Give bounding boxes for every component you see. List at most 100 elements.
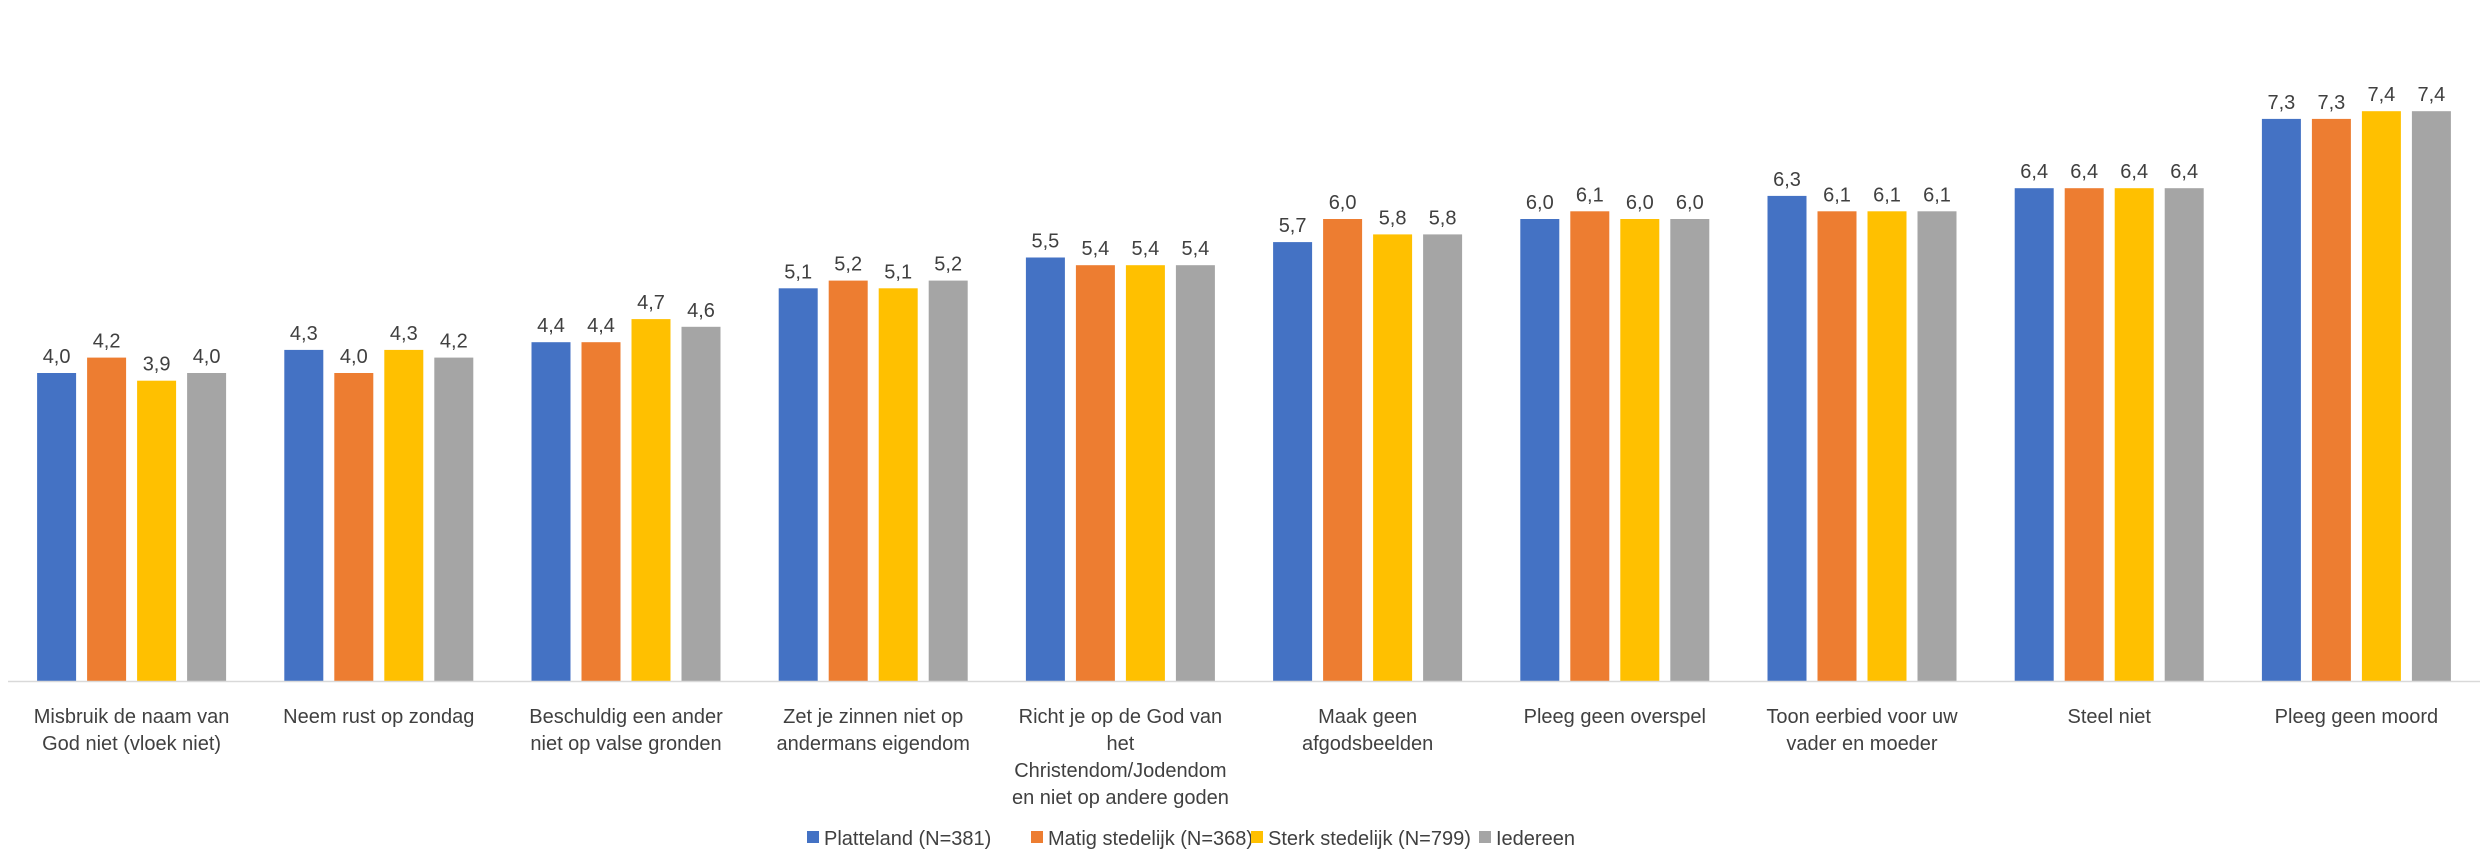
value-label-10-series-1: 7,3 bbox=[2267, 92, 2295, 114]
value-label-9-series-3: 6,4 bbox=[2120, 161, 2148, 183]
bar-6-series-2 bbox=[1323, 219, 1363, 681]
value-label-10-series-2: 7,3 bbox=[2317, 92, 2345, 114]
category-label-line: Pleeg geen overspel bbox=[1524, 706, 1706, 728]
bar-8-series-2 bbox=[1817, 211, 1857, 682]
bar-7-series-3 bbox=[1620, 219, 1660, 681]
bar-1-series-2 bbox=[87, 357, 127, 681]
category-label-line: Richt je op de God van bbox=[1019, 706, 1222, 728]
category-label-4: Zet je zinnen niet op andermans eigendom bbox=[776, 706, 969, 755]
legend: Platteland (N=381) Matig stedelijk (N=368… bbox=[807, 828, 1575, 850]
legend-item-3: Sterk stedelijk (N=799) bbox=[1251, 828, 1471, 850]
category-label-line: niet op valse gronden bbox=[530, 733, 721, 755]
bar-5-series-1 bbox=[1025, 257, 1065, 681]
bar-8-series-3 bbox=[1867, 211, 1907, 682]
category-label-7: Pleeg geen overspel bbox=[1524, 706, 1706, 728]
bar-7-series-2 bbox=[1570, 211, 1610, 682]
value-label-2-series-2: 4,0 bbox=[340, 346, 368, 368]
bar-1-series-3 bbox=[137, 380, 177, 681]
category-label-6: Maak geen afgodsbeelden bbox=[1302, 706, 1433, 755]
bar-7-series-4 bbox=[1670, 219, 1710, 681]
value-label-6-series-3: 5,8 bbox=[1379, 207, 1407, 229]
category-label-line: Christendom/Jodendom bbox=[1014, 760, 1226, 782]
category-label-line: God niet (vloek niet) bbox=[42, 733, 221, 755]
bar-6-series-1 bbox=[1273, 242, 1313, 681]
bar-5-series-2 bbox=[1075, 265, 1115, 681]
bars-group bbox=[37, 111, 2451, 682]
value-label-9-series-2: 6,4 bbox=[2070, 161, 2098, 183]
bar-6-series-3 bbox=[1373, 234, 1413, 681]
value-label-5-series-2: 5,4 bbox=[1081, 238, 1109, 260]
value-label-8-series-1: 6,3 bbox=[1773, 169, 1801, 191]
value-label-2-series-4: 4,2 bbox=[440, 331, 468, 353]
value-label-4-series-2: 5,2 bbox=[834, 254, 862, 276]
bar-3-series-4 bbox=[681, 326, 721, 681]
bar-4-series-4 bbox=[928, 280, 968, 681]
bar-5-series-3 bbox=[1125, 265, 1165, 681]
bar-4-series-1 bbox=[778, 288, 818, 681]
bar-9-series-3 bbox=[2114, 188, 2154, 681]
category-label-line: Beschuldig een ander bbox=[529, 706, 723, 728]
value-label-6-series-1: 5,7 bbox=[1279, 215, 1307, 237]
value-label-3-series-4: 4,6 bbox=[687, 300, 715, 322]
bar-1-series-1 bbox=[37, 373, 77, 681]
value-label-2-series-1: 4,3 bbox=[290, 323, 318, 345]
value-label-7-series-2: 6,1 bbox=[1576, 184, 1604, 206]
legend-label: Iedereen bbox=[1496, 828, 1575, 850]
category-label-line: Misbruik de naam van bbox=[34, 706, 230, 728]
value-label-4-series-3: 5,1 bbox=[884, 261, 912, 283]
value-label-6-series-4: 5,8 bbox=[1429, 207, 1457, 229]
bar-2-series-3 bbox=[384, 349, 424, 681]
value-label-5-series-1: 5,5 bbox=[1031, 231, 1059, 253]
legend-swatch bbox=[1251, 831, 1263, 843]
bar-6-series-4 bbox=[1423, 234, 1463, 681]
category-labels-group: Misbruik de naam van God niet (vloek niet… bbox=[34, 706, 2438, 809]
value-label-1-series-2: 4,2 bbox=[93, 331, 121, 353]
bar-10-series-4 bbox=[2411, 111, 2451, 681]
bar-9-series-1 bbox=[2014, 188, 2054, 681]
bar-8-series-4 bbox=[1917, 211, 1957, 682]
category-label-3: Beschuldig een ander niet op valse gronde… bbox=[529, 706, 723, 755]
value-label-9-series-1: 6,4 bbox=[2020, 161, 2048, 183]
value-labels-group: 4,0 4,2 3,9 4,0 4,3 4,0 4,3 4,2 4,4 4,4 4,7 4,6 5,1 5… bbox=[43, 84, 2446, 376]
category-label-line: het bbox=[1106, 733, 1134, 755]
bar-10-series-3 bbox=[2361, 111, 2401, 681]
category-label-line: Steel niet bbox=[2068, 706, 2152, 728]
legend-label: Sterk stedelijk (N=799) bbox=[1268, 828, 1471, 850]
category-label-line: afgodsbeelden bbox=[1302, 733, 1433, 755]
value-label-7-series-3: 6,0 bbox=[1626, 192, 1654, 214]
legend-swatch bbox=[1479, 831, 1491, 843]
category-label-line: en niet op andere goden bbox=[1012, 787, 1229, 809]
value-label-10-series-4: 7,4 bbox=[2417, 84, 2445, 106]
bar-4-series-2 bbox=[828, 280, 868, 681]
category-label-line: Neem rust op zondag bbox=[283, 706, 474, 728]
value-label-8-series-2: 6,1 bbox=[1823, 184, 1851, 206]
category-label-line: Pleeg geen moord bbox=[2275, 706, 2438, 728]
bar-7-series-1 bbox=[1520, 219, 1560, 681]
legend-item-1: Platteland (N=381) bbox=[807, 828, 991, 850]
bar-1-series-4 bbox=[187, 373, 227, 681]
value-label-4-series-1: 5,1 bbox=[784, 261, 812, 283]
bar-10-series-2 bbox=[2311, 118, 2351, 681]
legend-label: Matig stedelijk (N=368) bbox=[1048, 828, 1253, 850]
bar-2-series-2 bbox=[334, 373, 374, 681]
category-label-line: Toon eerbied voor uw bbox=[1766, 706, 1958, 728]
value-label-3-series-1: 4,4 bbox=[537, 315, 565, 337]
category-label-line: Zet je zinnen niet op bbox=[783, 706, 963, 728]
category-label-1: Misbruik de naam van God niet (vloek niet… bbox=[34, 706, 230, 755]
bar-9-series-4 bbox=[2164, 188, 2204, 681]
category-label-line: vader en moeder bbox=[1786, 733, 1938, 755]
value-label-7-series-4: 6,0 bbox=[1676, 192, 1704, 214]
value-label-6-series-2: 6,0 bbox=[1329, 192, 1357, 214]
value-label-8-series-3: 6,1 bbox=[1873, 184, 1901, 206]
legend-item-4: Iedereen bbox=[1479, 828, 1575, 850]
bar-5-series-4 bbox=[1175, 265, 1215, 681]
bar-3-series-1 bbox=[531, 342, 571, 681]
value-label-1-series-4: 4,0 bbox=[193, 346, 221, 368]
legend-swatch bbox=[807, 831, 819, 843]
value-label-8-series-4: 6,1 bbox=[1923, 184, 1951, 206]
category-label-2: Neem rust op zondag bbox=[283, 706, 474, 728]
value-label-2-series-3: 4,3 bbox=[390, 323, 418, 345]
legend-swatch bbox=[1031, 831, 1043, 843]
bar-2-series-1 bbox=[284, 349, 324, 681]
